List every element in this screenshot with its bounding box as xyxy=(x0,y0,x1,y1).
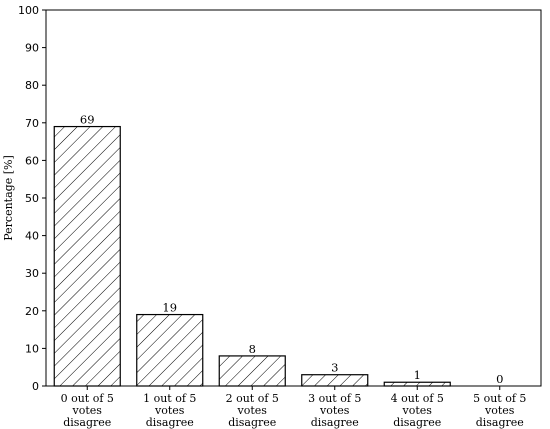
y-axis: 0 10 20 30 40 50 60 70 80 90 100 xyxy=(18,4,46,393)
y-tick-label: 60 xyxy=(25,154,39,167)
x-tick-label: votes xyxy=(154,404,185,417)
y-tick-label: 0 xyxy=(32,380,39,393)
x-tick-label: votes xyxy=(484,404,515,417)
bars: 69 19 8 3 1 0 xyxy=(53,113,503,387)
x-tick-label: votes xyxy=(319,404,350,417)
x-tick-label: disagree xyxy=(311,416,359,429)
x-tick-label: votes xyxy=(402,404,433,417)
data-label: 1 xyxy=(414,368,421,382)
y-tick-label: 20 xyxy=(25,305,39,318)
x-tick-label: disagree xyxy=(228,416,276,429)
data-label: 3 xyxy=(331,361,338,375)
bar-hatch xyxy=(218,355,286,387)
x-tick-label: votes xyxy=(72,404,103,417)
bar-hatch xyxy=(383,381,451,387)
bar-hatch xyxy=(136,313,204,387)
x-tick-label: 1 out of 5 xyxy=(143,392,196,405)
data-label: 0 xyxy=(496,372,503,386)
data-label: 19 xyxy=(162,301,177,315)
x-tick-label: 5 out of 5 xyxy=(473,392,526,405)
y-tick-label: 80 xyxy=(25,79,39,92)
data-label: 69 xyxy=(80,113,95,127)
x-tick-label: votes xyxy=(237,404,268,417)
x-tick-label: 4 out of 5 xyxy=(391,392,444,405)
x-tick-label: 0 out of 5 xyxy=(61,392,114,405)
x-tick-label: disagree xyxy=(393,416,441,429)
y-tick-label: 30 xyxy=(25,267,39,280)
y-tick-label: 50 xyxy=(25,192,39,205)
x-tick-label: 3 out of 5 xyxy=(308,392,361,405)
plot-frame xyxy=(45,9,542,387)
x-tick-label: disagree xyxy=(146,416,194,429)
x-tick-label: 2 out of 5 xyxy=(226,392,279,405)
x-tick-label: disagree xyxy=(63,416,111,429)
y-axis-title: Percentage [%] xyxy=(2,155,15,241)
bar-hatch xyxy=(301,374,369,387)
bar-hatch xyxy=(53,125,121,387)
y-tick-label: 70 xyxy=(25,117,39,130)
y-tick-label: 100 xyxy=(18,4,39,17)
y-tick-label: 90 xyxy=(25,42,39,55)
x-tick-label: disagree xyxy=(476,416,524,429)
data-label: 8 xyxy=(249,342,256,356)
y-tick-label: 10 xyxy=(25,342,39,355)
y-tick-label: 40 xyxy=(25,230,39,243)
